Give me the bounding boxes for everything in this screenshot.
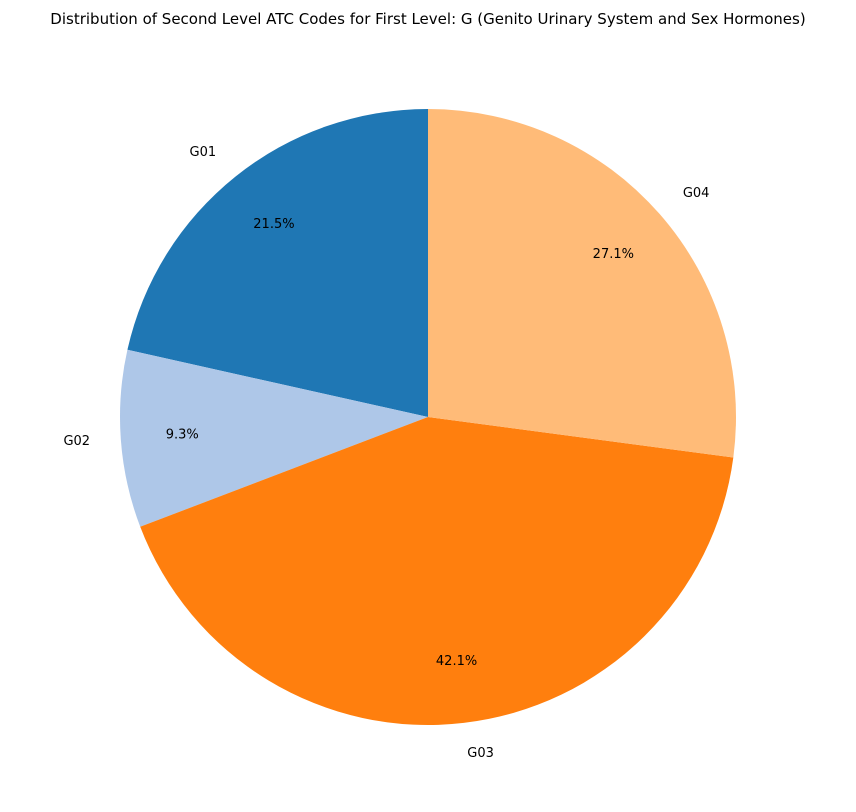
slices-layer [119,109,736,725]
pie-slice-g01 [127,109,429,417]
slice-label-g03: G03 [467,746,494,761]
slice-label-g04: G04 [683,186,710,201]
slice-percent-g03: 42.1% [436,654,477,669]
labels-layer: G01 21.5% G02 9.3% G03 42.1% G04 27.1% [63,145,709,761]
pie-slice-g02 [119,349,429,527]
slice-percent-g04: 27.1% [593,247,634,262]
pie-slice-g03 [140,417,734,725]
slice-percent-g01: 21.5% [253,217,294,232]
chart-title: Distribution of Second Level ATC Codes f… [50,10,805,28]
slice-label-g01: G01 [190,145,217,160]
pie-slice-g04 [428,109,736,458]
slice-percent-g02: 9.3% [166,427,199,442]
slice-label-g02: G02 [63,434,90,449]
